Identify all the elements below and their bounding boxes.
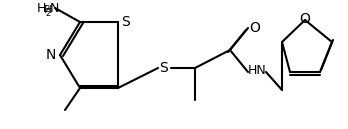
Text: 2: 2 [45, 10, 50, 18]
Text: 2: 2 [45, 6, 50, 14]
Text: N: N [49, 2, 59, 14]
Text: O: O [300, 12, 310, 26]
Text: HN: HN [248, 63, 266, 76]
Text: S: S [121, 15, 130, 29]
Text: H: H [36, 2, 46, 14]
Text: H: H [44, 5, 52, 15]
Text: N: N [46, 48, 56, 62]
Text: S: S [160, 61, 168, 75]
Text: O: O [250, 21, 260, 35]
